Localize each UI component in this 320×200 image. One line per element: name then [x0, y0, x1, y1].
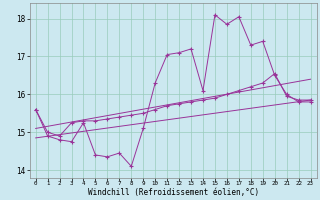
X-axis label: Windchill (Refroidissement éolien,°C): Windchill (Refroidissement éolien,°C)	[88, 188, 259, 197]
